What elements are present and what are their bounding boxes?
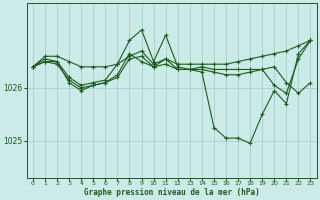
- X-axis label: Graphe pression niveau de la mer (hPa): Graphe pression niveau de la mer (hPa): [84, 188, 260, 197]
